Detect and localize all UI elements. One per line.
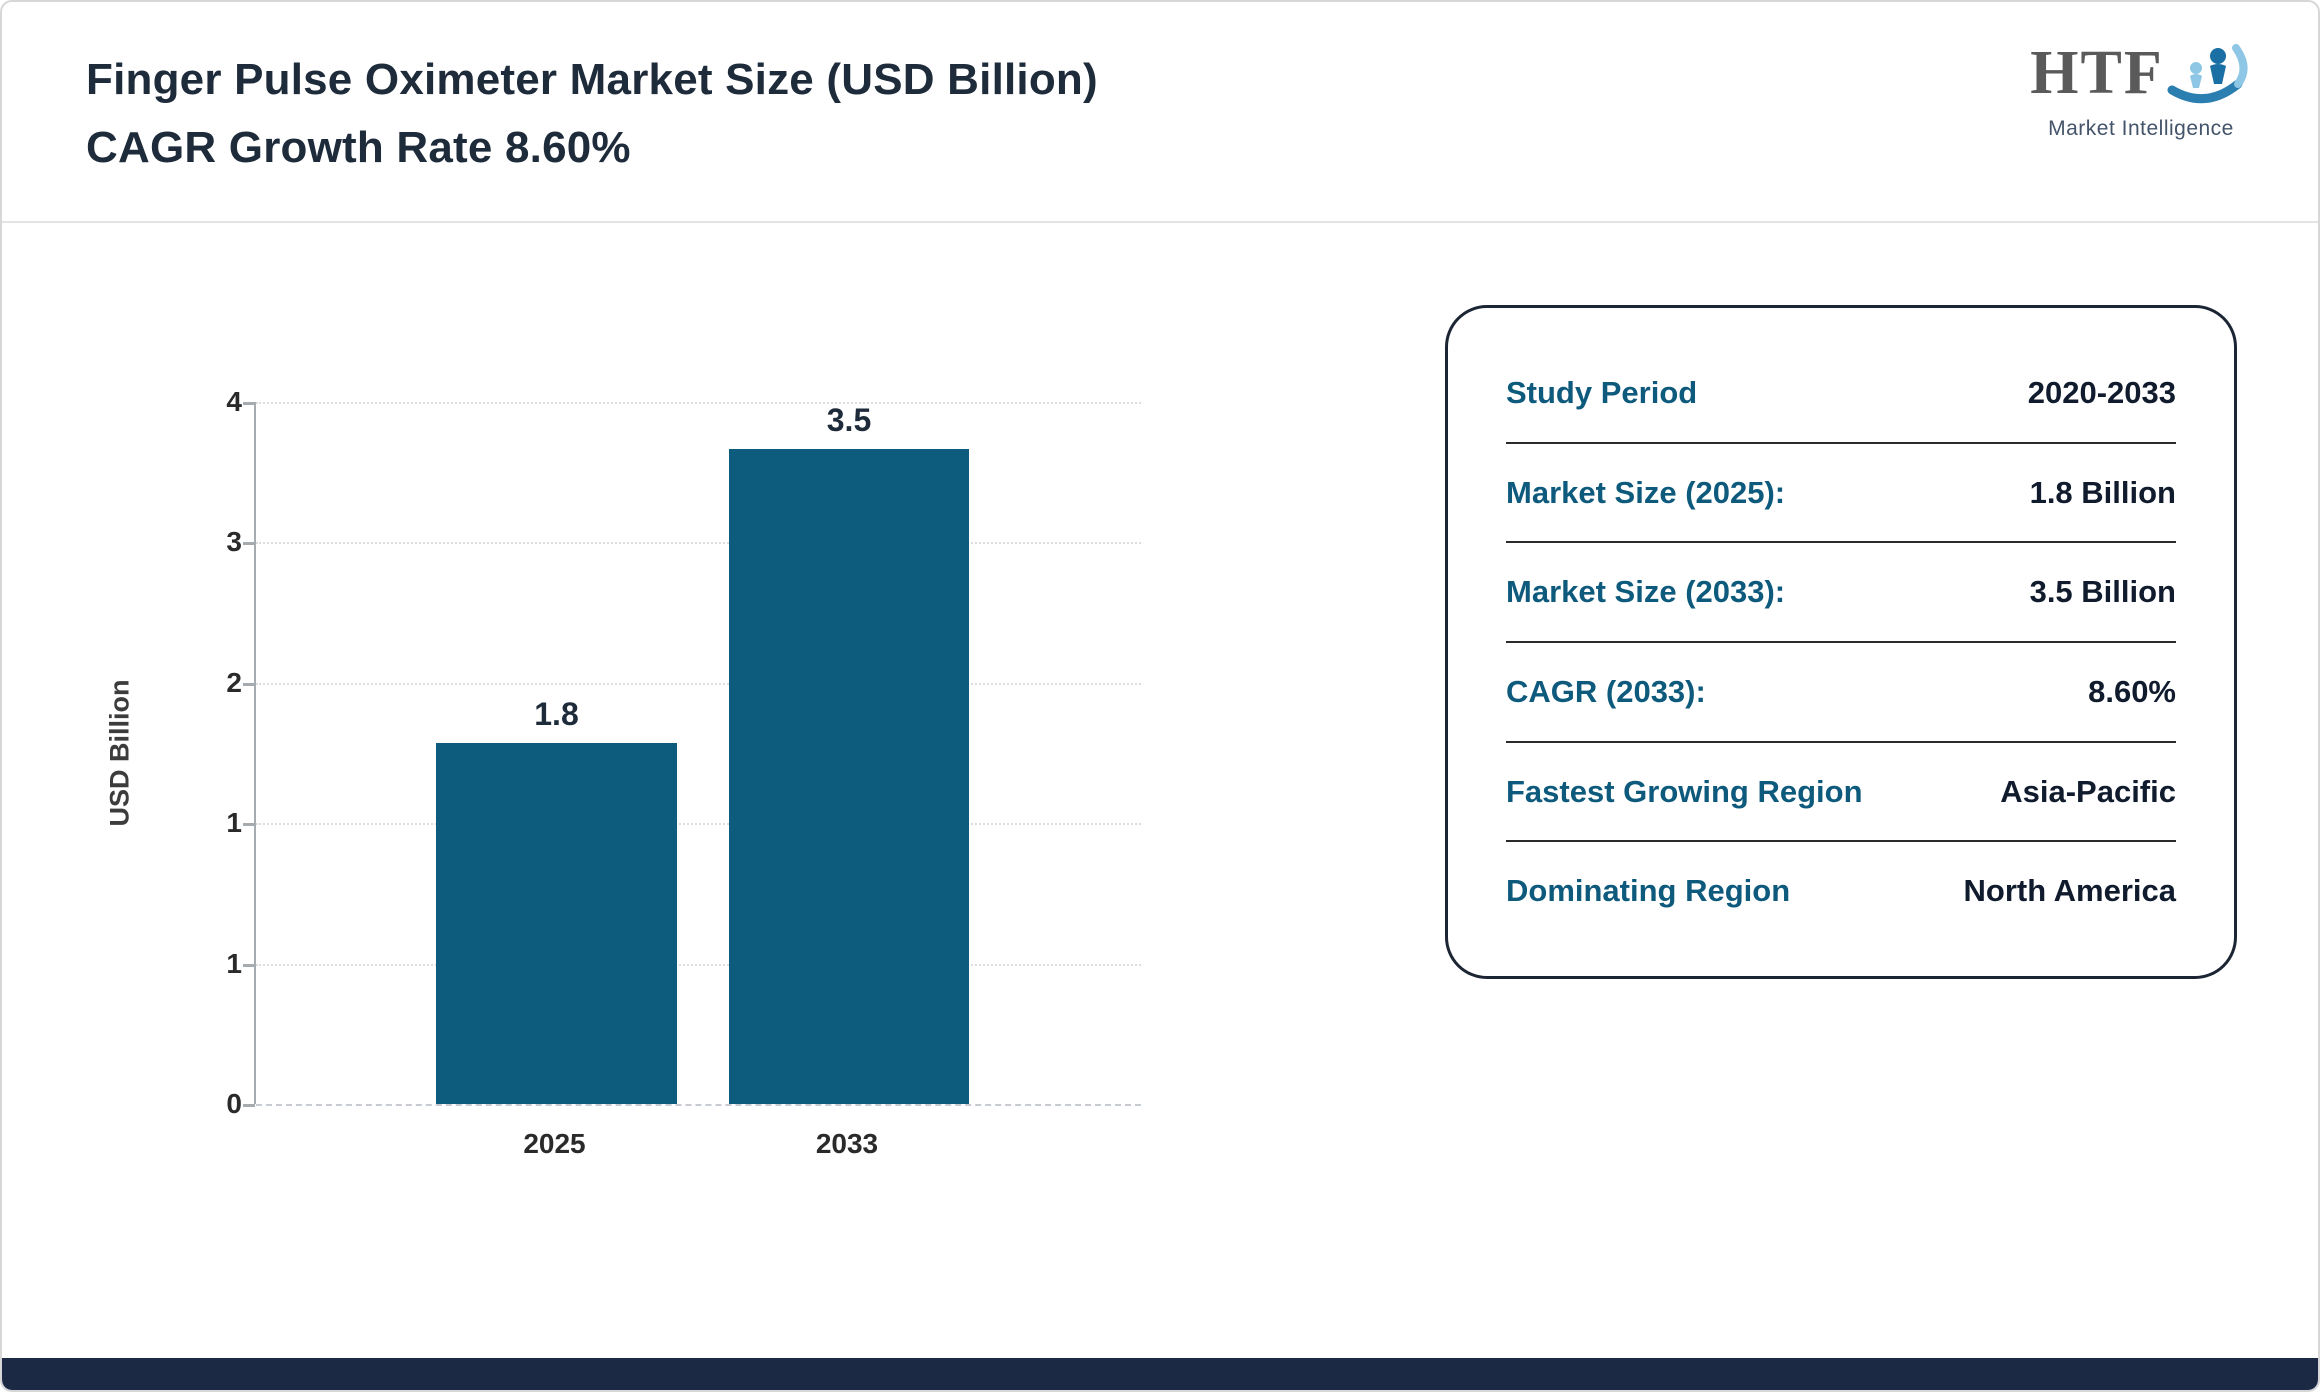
header-divider <box>2 221 2318 223</box>
card-row-value: 8.60% <box>2088 673 2176 709</box>
card-row-value: Asia-Pacific <box>2000 773 2176 809</box>
card-row-market-size-2033: Market Size (2033): 3.5 Billion <box>1506 543 2176 644</box>
card-row-label: Market Size (2025): <box>1506 474 1786 510</box>
summary-card: Study Period 2020-2033 Market Size (2025… <box>1445 305 2237 979</box>
htf-logo-text: HTF <box>2030 39 2164 107</box>
x-tick-label: 2025 <box>523 1128 586 1159</box>
card-row-label: Fastest Growing Region <box>1506 773 1863 809</box>
y-tick-label: 1 <box>226 807 242 839</box>
x-tick-label: 2033 <box>815 1128 879 1159</box>
page-title-line2: CAGR Growth Rate 8.60% <box>86 123 631 172</box>
card-row-value: North America <box>1963 873 2176 909</box>
x-axis-labels: 2025 2033 <box>254 1128 1141 1168</box>
page-title-line1: Finger Pulse Oximeter Market Size (USD B… <box>86 55 1098 104</box>
card-row-label: CAGR (2033): <box>1506 673 1706 709</box>
gridline <box>243 682 1141 686</box>
bar-rect <box>729 449 969 1104</box>
bar-2025: 1.8 <box>436 402 677 1104</box>
y-tick-label: 3 <box>226 526 242 558</box>
y-axis-label: USD Billion <box>104 679 135 827</box>
y-tick-label: 4 <box>226 386 242 417</box>
card-row-label: Dominating Region <box>1506 873 1791 909</box>
y-tick-label: 0 <box>226 1088 242 1119</box>
card-row-dominating-region: Dominating Region North America <box>1506 842 2176 940</box>
htf-logo-subtext: Market Intelligence <box>2048 117 2234 140</box>
card-row-study-period: Study Period 2020-2033 <box>1506 344 2176 444</box>
card-row-value: 2020-2033 <box>2027 374 2176 410</box>
card-row-market-size-2025: Market Size (2025): 1.8 Billion <box>1506 444 2176 544</box>
page-title: Finger Pulse Oximeter Market Size (USD B… <box>86 46 1098 182</box>
htf-logo: HTF Market Intelligence <box>2030 38 2248 141</box>
bar-value-label: 3.5 <box>826 402 872 438</box>
footer-bar <box>2 1358 2318 1390</box>
gridline <box>243 963 1141 967</box>
chart-plot-area: 1.8 3.5 <box>243 402 1141 1107</box>
card-row-cagr: CAGR (2033): 8.60% <box>1506 643 2176 743</box>
card-row-label: Study Period <box>1506 374 1698 410</box>
gridline <box>243 1104 1141 1107</box>
card-row-value: 3.5 Billion <box>2029 574 2176 610</box>
bar-rect <box>436 742 677 1104</box>
htf-logo-swoosh-icon <box>2166 38 2252 115</box>
card-row-label: Market Size (2033): <box>1506 574 1786 610</box>
gridline <box>243 542 1141 546</box>
y-tick-label: 2 <box>226 666 242 698</box>
y-axis-ticks: 4 3 2 1 1 0 <box>192 386 242 1119</box>
y-tick-label: 1 <box>226 947 242 979</box>
card-row-fastest-growing-region: Fastest Growing Region Asia-Pacific <box>1506 743 2176 843</box>
gridline <box>243 823 1141 827</box>
gridline <box>243 402 1141 405</box>
card-row-value: 1.8 Billion <box>2029 474 2176 510</box>
bar-2033: 3.5 <box>729 402 969 1104</box>
bar-value-label: 1.8 <box>534 695 579 732</box>
